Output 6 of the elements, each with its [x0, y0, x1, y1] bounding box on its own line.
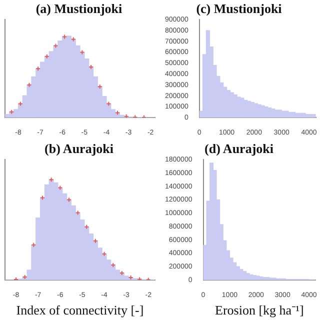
chart-title: (a) Mustionjoki [36, 1, 123, 16]
x-axis-title: Index of connectivity [-] [16, 302, 144, 318]
chart-title: (b) Aurajoki [44, 141, 114, 156]
chart-title: (c) Mustionjoki [196, 1, 282, 16]
x-axis-title: Erosion [kg ha⁻¹] [215, 302, 304, 318]
chart-title: (d) Aurajoki [204, 141, 274, 156]
